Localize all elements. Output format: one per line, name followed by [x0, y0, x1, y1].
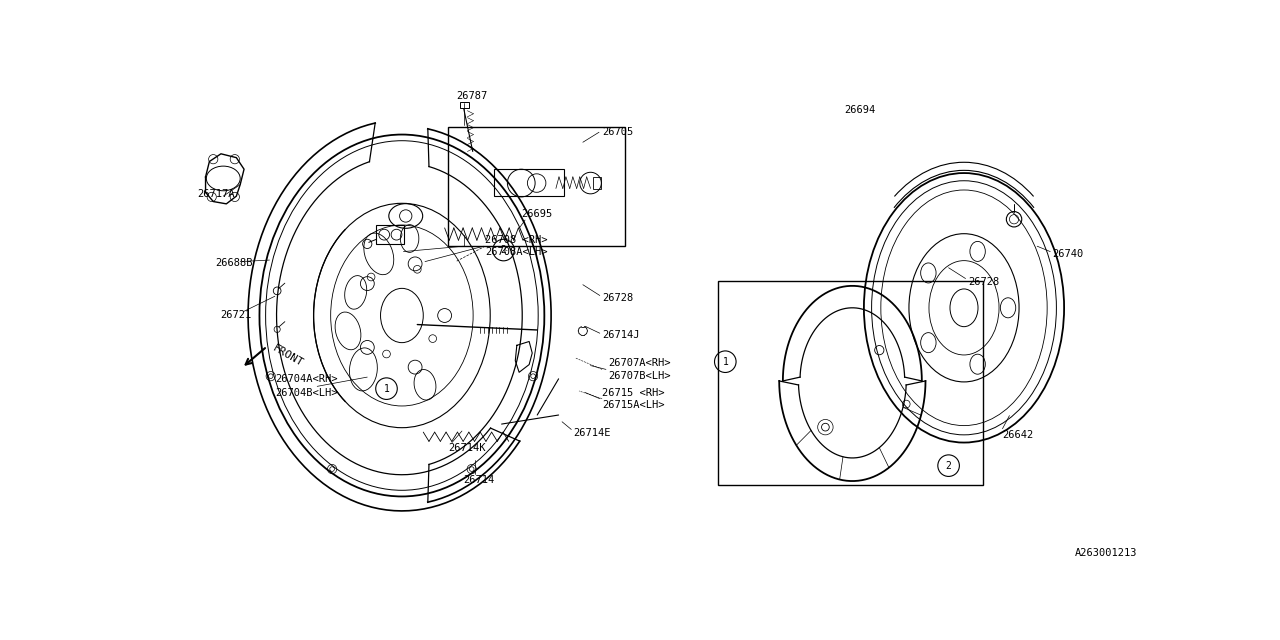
Text: 1: 1	[384, 383, 389, 394]
Text: 26704B<LH>: 26704B<LH>	[275, 387, 338, 397]
Text: 26715 <RH>: 26715 <RH>	[602, 387, 664, 397]
Bar	[460, 102, 468, 108]
Bar	[593, 177, 600, 189]
Text: 26707B<LH>: 26707B<LH>	[608, 371, 671, 381]
Text: 26715A<LH>: 26715A<LH>	[602, 400, 664, 410]
Text: 26721: 26721	[220, 310, 251, 321]
Bar	[376, 225, 404, 244]
Text: 26642: 26642	[1002, 430, 1034, 440]
Text: 1: 1	[722, 356, 728, 367]
Text: 26688B: 26688B	[215, 258, 253, 268]
Text: FRONT: FRONT	[271, 343, 305, 368]
Text: 26714K: 26714K	[448, 443, 485, 453]
Text: 26714: 26714	[463, 474, 495, 484]
Bar	[448, 127, 625, 246]
Text: 26695: 26695	[521, 209, 553, 219]
Text: 26714E: 26714E	[573, 428, 611, 438]
Text: 26694: 26694	[845, 105, 876, 115]
Text: A263001213: A263001213	[1075, 548, 1137, 558]
Text: 26740: 26740	[1052, 249, 1084, 259]
Text: 26704A<RH>: 26704A<RH>	[275, 374, 338, 383]
Bar	[494, 169, 563, 196]
Text: 26728: 26728	[968, 277, 1000, 287]
Text: 26787: 26787	[456, 91, 488, 101]
Text: 26717A: 26717A	[197, 189, 234, 199]
Text: 26714J: 26714J	[602, 330, 640, 340]
Text: 2: 2	[946, 461, 951, 470]
Text: 2: 2	[500, 245, 507, 255]
Bar	[718, 281, 983, 485]
Text: 26708 <RH>: 26708 <RH>	[485, 235, 548, 245]
Text: 26705: 26705	[602, 127, 634, 137]
Text: 26708A<LH>: 26708A<LH>	[485, 246, 548, 257]
Text: 26707A<RH>: 26707A<RH>	[608, 358, 671, 368]
Text: 26728: 26728	[602, 292, 634, 303]
